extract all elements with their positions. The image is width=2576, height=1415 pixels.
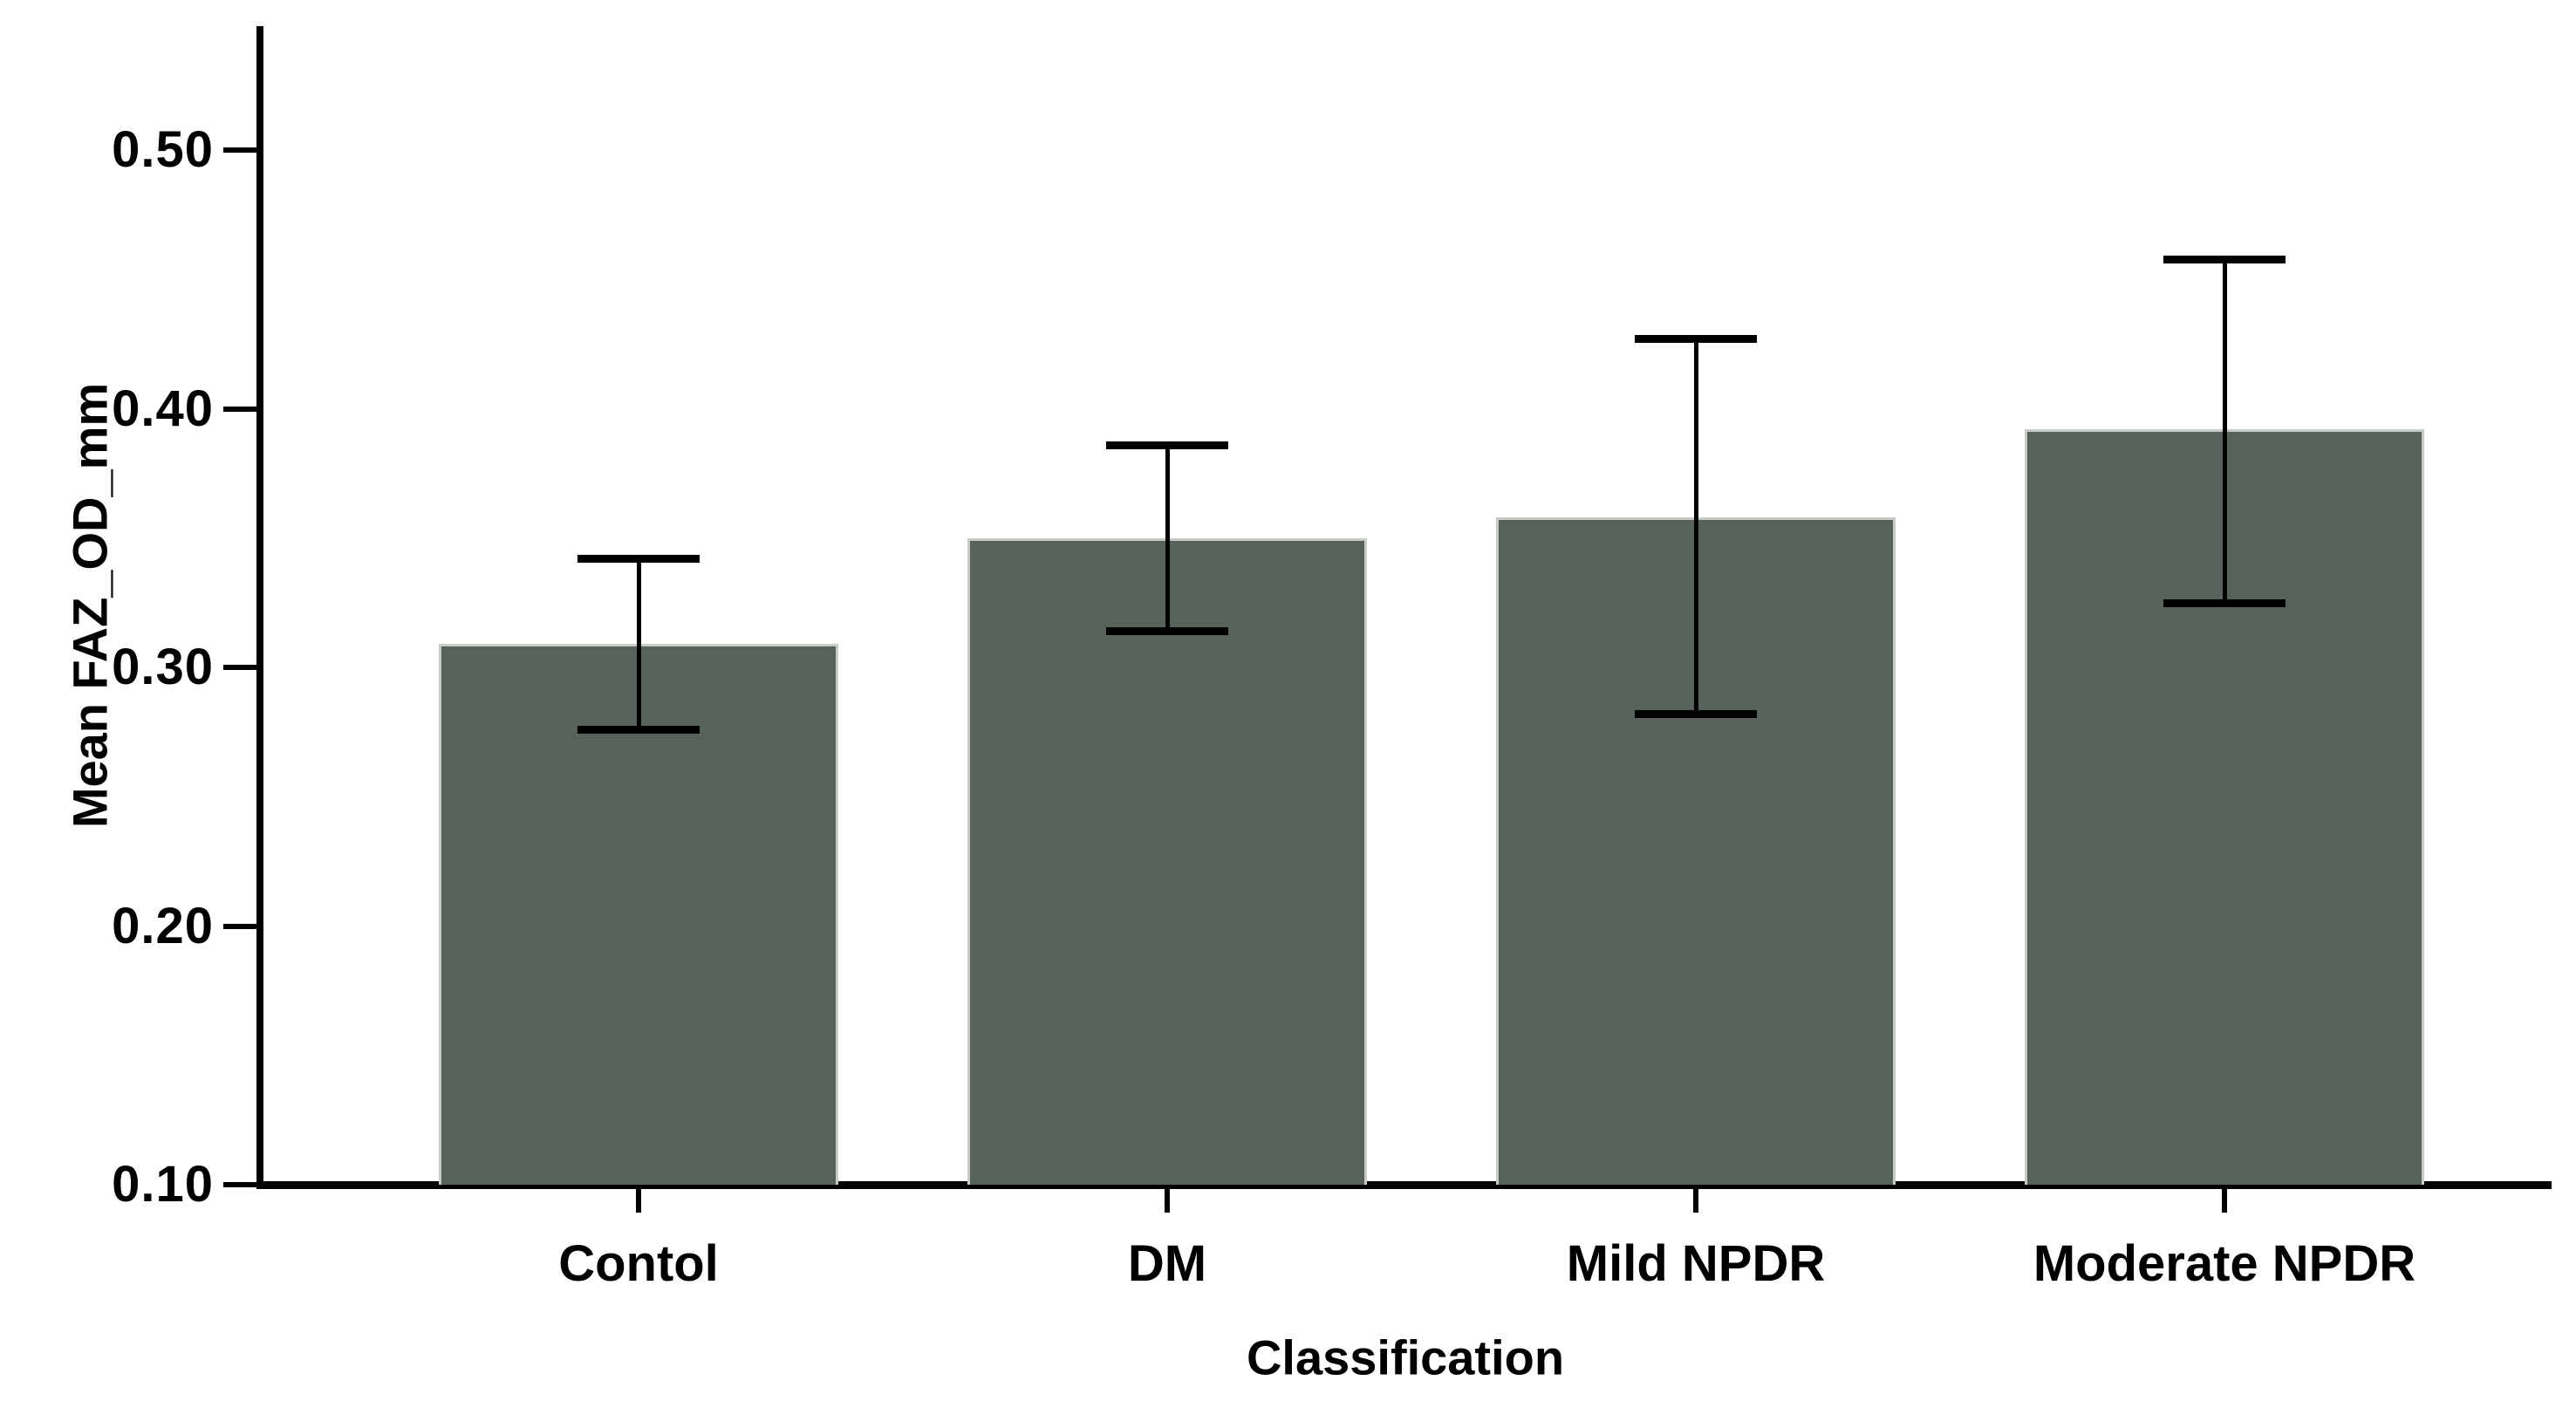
y-tick-label: 0.20 xyxy=(112,897,214,954)
y-tick-label: 0.10 xyxy=(112,1156,214,1213)
y-axis-tick xyxy=(223,147,260,153)
category-label: Mild NPDR xyxy=(1566,1235,1826,1292)
error-bar-cap-bottom xyxy=(1106,627,1228,636)
category-tick xyxy=(1165,1188,1170,1213)
bar xyxy=(439,644,838,1185)
bar xyxy=(967,537,1367,1185)
error-bar-line xyxy=(1694,338,1698,714)
category-label: Contol xyxy=(558,1235,719,1292)
y-axis-tick xyxy=(223,665,260,670)
error-bar-line xyxy=(1165,445,1170,632)
y-axis-tick xyxy=(223,923,260,929)
x-axis-line xyxy=(256,1181,2552,1189)
error-bar-cap-top xyxy=(1635,335,1757,344)
error-bar-cap-top xyxy=(577,555,700,564)
category-tick xyxy=(1693,1188,1698,1213)
y-tick-label: 0.50 xyxy=(112,121,214,178)
error-bar-line xyxy=(637,558,641,730)
x-axis-title: Classification xyxy=(1246,1330,1565,1385)
y-axis-line xyxy=(256,26,263,1188)
error-bar-cap-bottom xyxy=(1635,710,1757,719)
error-bar-cap-top xyxy=(2163,255,2286,263)
category-label: DM xyxy=(1127,1235,1207,1292)
category-tick xyxy=(636,1188,641,1213)
y-axis-tick xyxy=(223,1182,260,1187)
category-label: Moderate NPDR xyxy=(2033,1235,2416,1292)
error-bar-cap-top xyxy=(1106,441,1228,449)
y-axis-title: Mean FAZ_OD_mm xyxy=(62,382,118,829)
category-tick xyxy=(2222,1188,2227,1213)
error-bar-cap-bottom xyxy=(577,726,700,735)
y-tick-label: 0.40 xyxy=(112,379,214,437)
error-bar-line xyxy=(2223,258,2227,603)
y-axis-tick xyxy=(223,406,260,412)
error-bar-cap-bottom xyxy=(2163,598,2286,607)
y-tick-label: 0.30 xyxy=(112,639,214,695)
